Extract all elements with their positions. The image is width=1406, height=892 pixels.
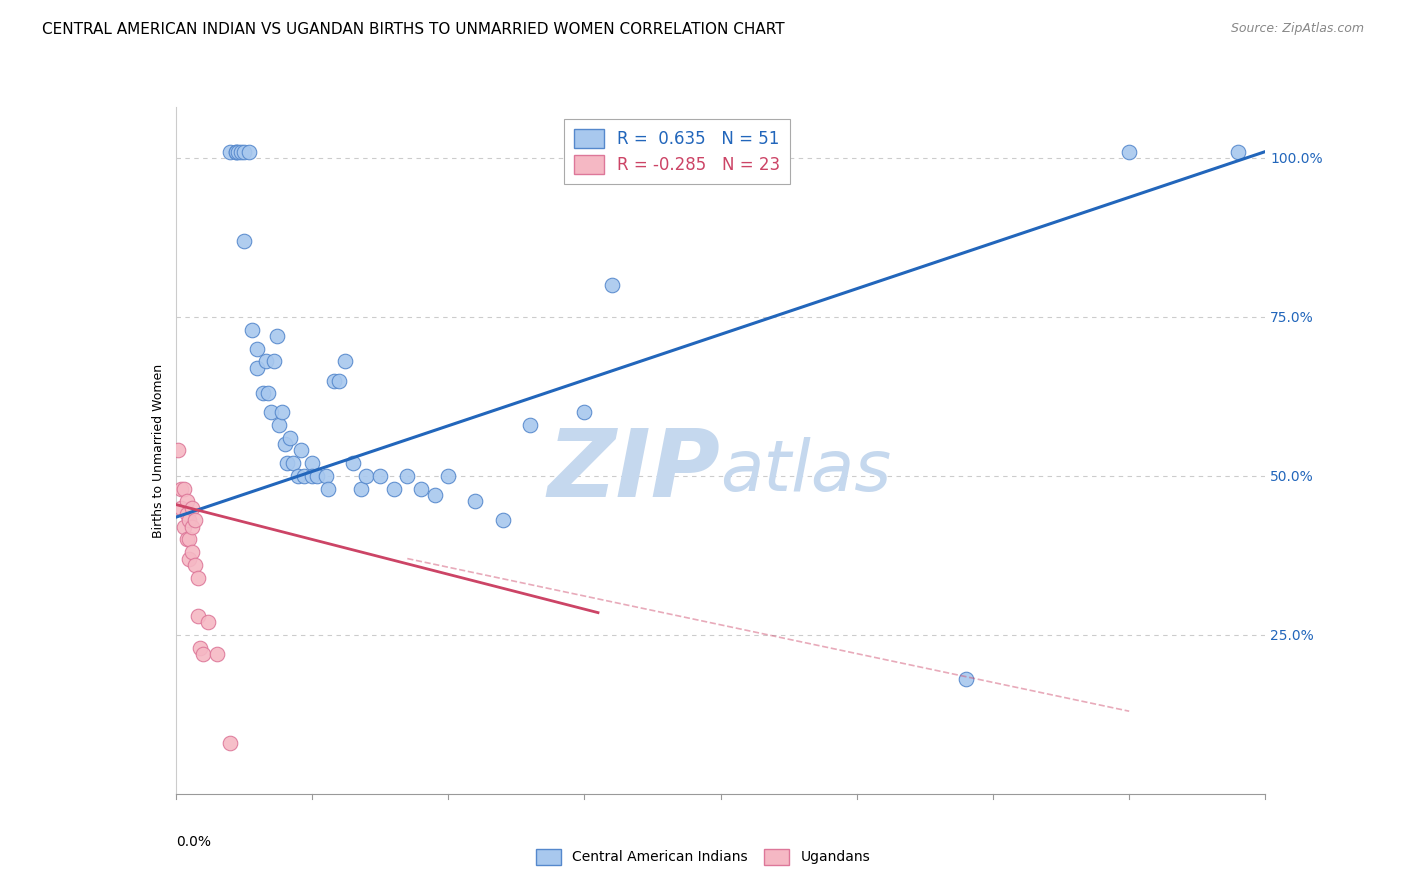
Point	[437, 469, 460, 483]
Point	[205, 647, 228, 661]
Point	[350, 482, 373, 496]
Point	[186, 608, 209, 623]
Text: ZIP: ZIP	[548, 425, 721, 517]
Y-axis label: Births to Unmarried Women: Births to Unmarried Women	[152, 363, 165, 538]
Point	[276, 456, 298, 470]
Text: CENTRAL AMERICAN INDIAN VS UGANDAN BIRTHS TO UNMARRIED WOMEN CORRELATION CHART: CENTRAL AMERICAN INDIAN VS UGANDAN BIRTH…	[42, 22, 785, 37]
Point	[263, 354, 285, 368]
Point	[287, 469, 309, 483]
Point	[184, 558, 207, 572]
Point	[170, 500, 193, 515]
Point	[260, 405, 283, 419]
Point	[269, 417, 291, 432]
Point	[191, 647, 214, 661]
Point	[179, 513, 201, 527]
Point	[197, 615, 219, 630]
Point	[232, 234, 254, 248]
Point	[246, 360, 269, 375]
Point	[176, 494, 198, 508]
Point	[176, 507, 198, 521]
Point	[181, 520, 204, 534]
Point	[173, 520, 195, 534]
Text: atlas: atlas	[721, 436, 891, 506]
Point	[396, 469, 419, 483]
Point	[231, 145, 253, 159]
Point	[328, 374, 350, 388]
Point	[955, 673, 977, 687]
Point	[179, 551, 201, 566]
Point	[225, 145, 247, 159]
Point	[246, 342, 269, 356]
Point	[170, 482, 193, 496]
Point	[307, 469, 329, 483]
Point	[274, 437, 297, 451]
Point	[232, 145, 254, 159]
Point	[179, 533, 201, 547]
Point	[301, 469, 323, 483]
Point	[184, 513, 207, 527]
Point	[368, 469, 391, 483]
Text: 0.0%: 0.0%	[176, 835, 211, 849]
Text: Source: ZipAtlas.com: Source: ZipAtlas.com	[1230, 22, 1364, 36]
Point	[464, 494, 486, 508]
Point	[423, 488, 446, 502]
Point	[574, 405, 596, 419]
Point	[173, 482, 195, 496]
Point	[292, 469, 315, 483]
Point	[333, 354, 356, 368]
Point	[186, 571, 209, 585]
Point	[290, 443, 312, 458]
Point	[382, 482, 405, 496]
Point	[240, 323, 263, 337]
Point	[252, 386, 274, 401]
Point	[492, 513, 515, 527]
Point	[318, 482, 340, 496]
Point	[315, 469, 337, 483]
Point	[219, 736, 242, 750]
Point	[228, 145, 250, 159]
Point	[281, 456, 304, 470]
Point	[1227, 145, 1250, 159]
Point	[257, 386, 280, 401]
Point	[1118, 145, 1140, 159]
Point	[181, 545, 204, 559]
Point	[271, 405, 294, 419]
Legend: Central American Indians, Ugandans: Central American Indians, Ugandans	[529, 842, 877, 871]
Point	[266, 329, 288, 343]
Point	[356, 469, 378, 483]
Point	[322, 374, 344, 388]
Point	[219, 145, 242, 159]
Point	[167, 443, 190, 458]
Point	[600, 278, 623, 293]
Point	[301, 456, 323, 470]
Legend: R =  0.635   N = 51, R = -0.285   N = 23: R = 0.635 N = 51, R = -0.285 N = 23	[564, 119, 790, 184]
Point	[409, 482, 432, 496]
Point	[278, 431, 301, 445]
Point	[181, 500, 204, 515]
Point	[176, 533, 198, 547]
Point	[342, 456, 364, 470]
Point	[225, 145, 247, 159]
Point	[188, 640, 211, 655]
Point	[519, 417, 541, 432]
Point	[254, 354, 277, 368]
Point	[238, 145, 260, 159]
